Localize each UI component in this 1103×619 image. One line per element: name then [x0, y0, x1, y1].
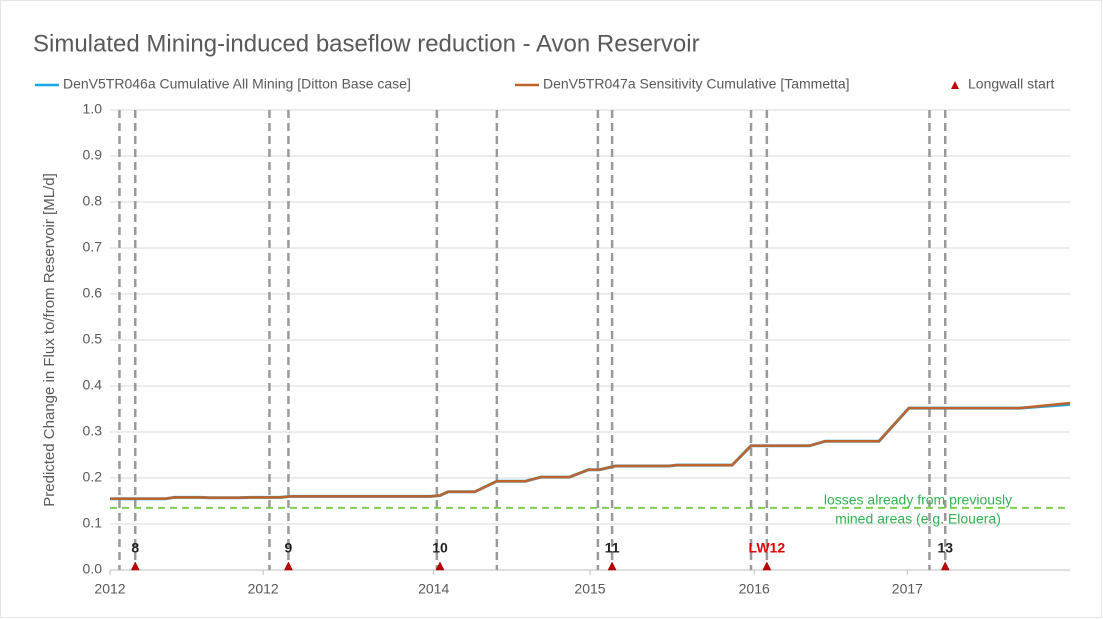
- longwall-label: 8: [131, 540, 139, 556]
- y-tick-label: 0.1: [83, 515, 103, 531]
- longwall-label: 10: [432, 540, 448, 556]
- x-tick-label: 2012: [94, 581, 125, 597]
- legend-label: Longwall start: [968, 76, 1054, 92]
- reference-label: mined areas (e.g. Elouera): [835, 511, 1001, 527]
- legend-swatch: [951, 81, 959, 89]
- x-tick-label: 2015: [574, 581, 605, 597]
- legend-label: DenV5TR047a Sensitivity Cumulative [Tamm…: [543, 76, 850, 92]
- longwall-marker: [940, 561, 950, 571]
- x-tick-label: 2014: [418, 581, 449, 597]
- x-tick-label: 2012: [248, 581, 279, 597]
- x-tick-label: 2016: [739, 581, 770, 597]
- y-tick-label: 0.7: [83, 239, 103, 255]
- y-tick-label: 0.0: [83, 561, 103, 577]
- longwall-marker: [435, 561, 445, 571]
- longwall-label: 13: [937, 540, 953, 556]
- longwall-label: 9: [285, 540, 293, 556]
- y-tick-label: 0.4: [83, 377, 103, 393]
- longwall-label: LW12: [749, 540, 786, 556]
- y-tick-label: 0.9: [83, 147, 103, 163]
- y-axis-label: Predicted Change in Flux to/from Reservo…: [41, 173, 58, 506]
- y-tick-label: 0.3: [83, 423, 103, 439]
- longwall-label: 11: [605, 540, 620, 556]
- y-tick-label: 0.5: [83, 331, 103, 347]
- y-tick-label: 1.0: [83, 101, 103, 117]
- legend-label: DenV5TR046a Cumulative All Mining [Ditto…: [63, 76, 411, 92]
- reference-label: losses already from previously: [824, 492, 1012, 508]
- chart-title: Simulated Mining-induced baseflow reduct…: [33, 30, 700, 57]
- y-tick-label: 0.2: [83, 469, 103, 485]
- x-tick-label: 2017: [892, 581, 923, 597]
- y-tick-label: 0.6: [83, 285, 103, 301]
- longwall-marker: [130, 561, 140, 571]
- series-line: [110, 401, 1071, 500]
- longwall-marker: [284, 561, 293, 571]
- y-tick-label: 0.8: [83, 193, 103, 209]
- longwall-marker: [607, 561, 617, 571]
- longwall-marker: [762, 561, 772, 571]
